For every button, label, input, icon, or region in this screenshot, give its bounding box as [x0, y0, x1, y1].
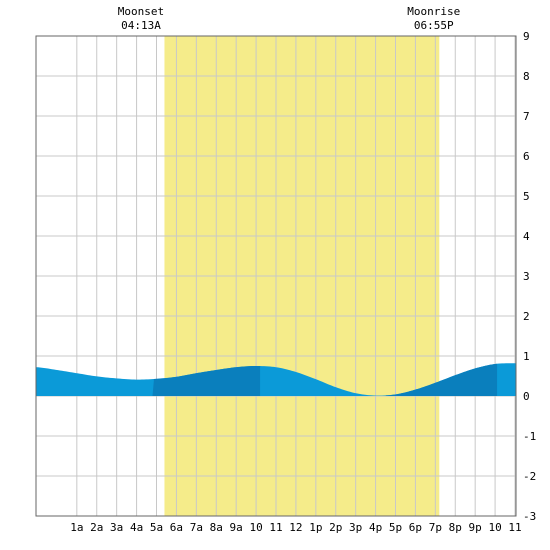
x-tick-label: 8p — [449, 521, 462, 534]
x-tick-label: 1p — [309, 521, 322, 534]
x-tick-label: 6p — [409, 521, 422, 534]
y-tick-label: 6 — [523, 150, 530, 163]
moon-event-time: 06:55P — [414, 19, 454, 32]
x-tick-label: 3p — [349, 521, 362, 534]
y-tick-labels: -3 -2 -1 0 1 2 3 4 5 6 7 8 9 — [523, 30, 536, 523]
y-tick-label: -2 — [523, 470, 536, 483]
x-tick-label: 2a — [90, 521, 103, 534]
x-tick-label: 3a — [110, 521, 123, 534]
moon-event-time: 04:13A — [121, 19, 161, 32]
tide-area-layer — [36, 363, 516, 396]
y-tick-label: 5 — [523, 190, 530, 203]
y-tick-label: -1 — [523, 430, 536, 443]
y-tick-label: -3 — [523, 510, 536, 523]
y-tick-label: 0 — [523, 390, 530, 403]
y-tick-label: 3 — [523, 270, 530, 283]
x-tick-label: 9p — [469, 521, 482, 534]
x-tick-label: 11 — [508, 521, 521, 534]
x-tick-label: 12 — [289, 521, 302, 534]
x-tick-label: 10 — [488, 521, 501, 534]
x-tick-label: 11 — [269, 521, 282, 534]
x-tick-label: 2p — [329, 521, 342, 534]
tide-area-dark-band — [385, 363, 498, 396]
x-tick-label: 9a — [230, 521, 243, 534]
x-tick-label: 5p — [389, 521, 402, 534]
y-tick-label: 7 — [523, 110, 530, 123]
x-tick-label: 1a — [70, 521, 83, 534]
x-tick-label: 5a — [150, 521, 163, 534]
x-tick-label: 4p — [369, 521, 382, 534]
y-tick-label: 1 — [523, 350, 530, 363]
x-tick-label: 10 — [249, 521, 262, 534]
x-tick-label: 7a — [190, 521, 203, 534]
x-tick-label: 6a — [170, 521, 183, 534]
tide-area-dark-band — [152, 366, 261, 396]
y-tick-label: 4 — [523, 230, 530, 243]
moon-event-label: Moonset — [118, 5, 164, 18]
moon-event-label: Moonrise — [407, 5, 460, 18]
x-tick-label: 8a — [210, 521, 223, 534]
x-tick-label: 4a — [130, 521, 143, 534]
x-tick-labels: 1a 2a 3a 4a 5a 6a 7a 8a 9a 10 11 12 1p 2p 3p 4p 5p 6p 7p 8p… — [70, 521, 521, 534]
y-tick-label: 9 — [523, 30, 530, 43]
x-tick-label: 7p — [429, 521, 442, 534]
y-tick-label: 2 — [523, 310, 530, 323]
plot-border — [35, 35, 517, 517]
grid-layer — [36, 35, 516, 517]
y-tick-label: 8 — [523, 70, 530, 83]
